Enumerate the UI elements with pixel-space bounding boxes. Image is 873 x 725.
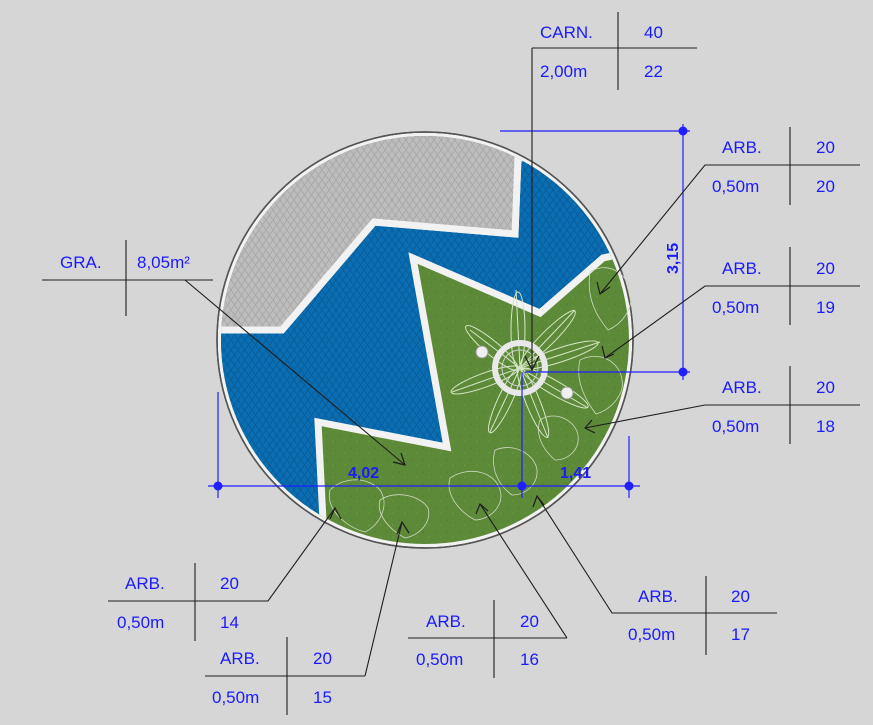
tag-arb-15-count: 20: [313, 649, 332, 668]
tag-arb-17-code: ARB.: [638, 587, 678, 606]
tag-arb-20-size: 0,50m: [712, 177, 759, 196]
small-shrub-right: [560, 386, 574, 400]
tag-arb-15-size: 0,50m: [212, 688, 259, 707]
tag-arb-19: ARB. 20 0,50m 19: [705, 247, 860, 325]
tag-arb-20-number: 20: [816, 177, 835, 196]
tag-carn-number: 22: [644, 62, 663, 81]
tag-gra-area: 8,05m²: [137, 253, 190, 272]
tag-gra-code: GRA.: [60, 253, 102, 272]
tag-arb-14-count: 20: [220, 574, 239, 593]
tag-arb-19-size: 0,50m: [712, 298, 759, 317]
tag-arb-16-size: 0,50m: [416, 650, 463, 669]
tag-arb-19-count: 20: [816, 259, 835, 278]
shrub-outlines: [328, 267, 632, 539]
tag-arb-15-code: ARB.: [220, 649, 260, 668]
tag-carn: CARN. 40 2,00m 22: [532, 12, 697, 90]
tag-arb-18-code: ARB.: [722, 378, 762, 397]
tag-arb-18: ARB. 20 0,50m 18: [705, 366, 860, 444]
bed-circle: [216, 131, 634, 549]
tag-arb-18-size: 0,50m: [712, 417, 759, 436]
tag-arb-14-code: ARB.: [125, 574, 165, 593]
tag-arb-18-number: 18: [816, 417, 835, 436]
carnation-ring: [492, 340, 548, 396]
tag-arb-14-number: 14: [220, 613, 239, 632]
dimension-ticks: [213, 126, 688, 491]
tag-arb-19-number: 19: [816, 298, 835, 317]
tag-arb-18-count: 20: [816, 378, 835, 397]
tag-arb-16-number: 16: [520, 650, 539, 669]
tag-arb-15: ARB. 20 0,50m 15: [205, 637, 365, 715]
tag-arb-17-count: 20: [731, 587, 750, 606]
tag-carn-code: CARN.: [540, 23, 593, 42]
tag-arb-14: ARB. 20 0,50m 14: [108, 563, 268, 641]
tag-arb-19-code: ARB.: [722, 259, 762, 278]
tag-arb-16-count: 20: [520, 612, 539, 631]
tag-arb-20-code: ARB.: [722, 138, 762, 157]
tag-gra: GRA. 8,05m²: [42, 240, 213, 316]
tag-arb-16: ARB. 20 0,50m 16: [408, 600, 567, 678]
tag-arb-20-count: 20: [816, 138, 835, 157]
dimension-lines: [208, 124, 690, 498]
dimension-4-02: 4,02: [348, 465, 379, 482]
tag-arb-16-code: ARB.: [426, 612, 466, 631]
tag-carn-count: 40: [644, 23, 663, 42]
tag-carn-size: 2,00m: [540, 62, 587, 81]
center-tree: [450, 289, 601, 439]
tag-arb-20: ARB. 20 0,50m 20: [705, 127, 860, 205]
dimension-1-41: 1,41: [560, 465, 591, 482]
tag-arb-17-size: 0,50m: [628, 625, 675, 644]
small-shrub-left: [475, 345, 489, 359]
leader-arrows: [329, 281, 615, 535]
tag-arb-17-number: 17: [731, 625, 750, 644]
dimension-3-15: 3,15: [665, 243, 682, 274]
tag-arb-17: ARB. 20 0,50m 17: [612, 576, 777, 655]
tag-arb-14-size: 0,50m: [117, 613, 164, 632]
tag-arb-15-number: 15: [313, 688, 332, 707]
